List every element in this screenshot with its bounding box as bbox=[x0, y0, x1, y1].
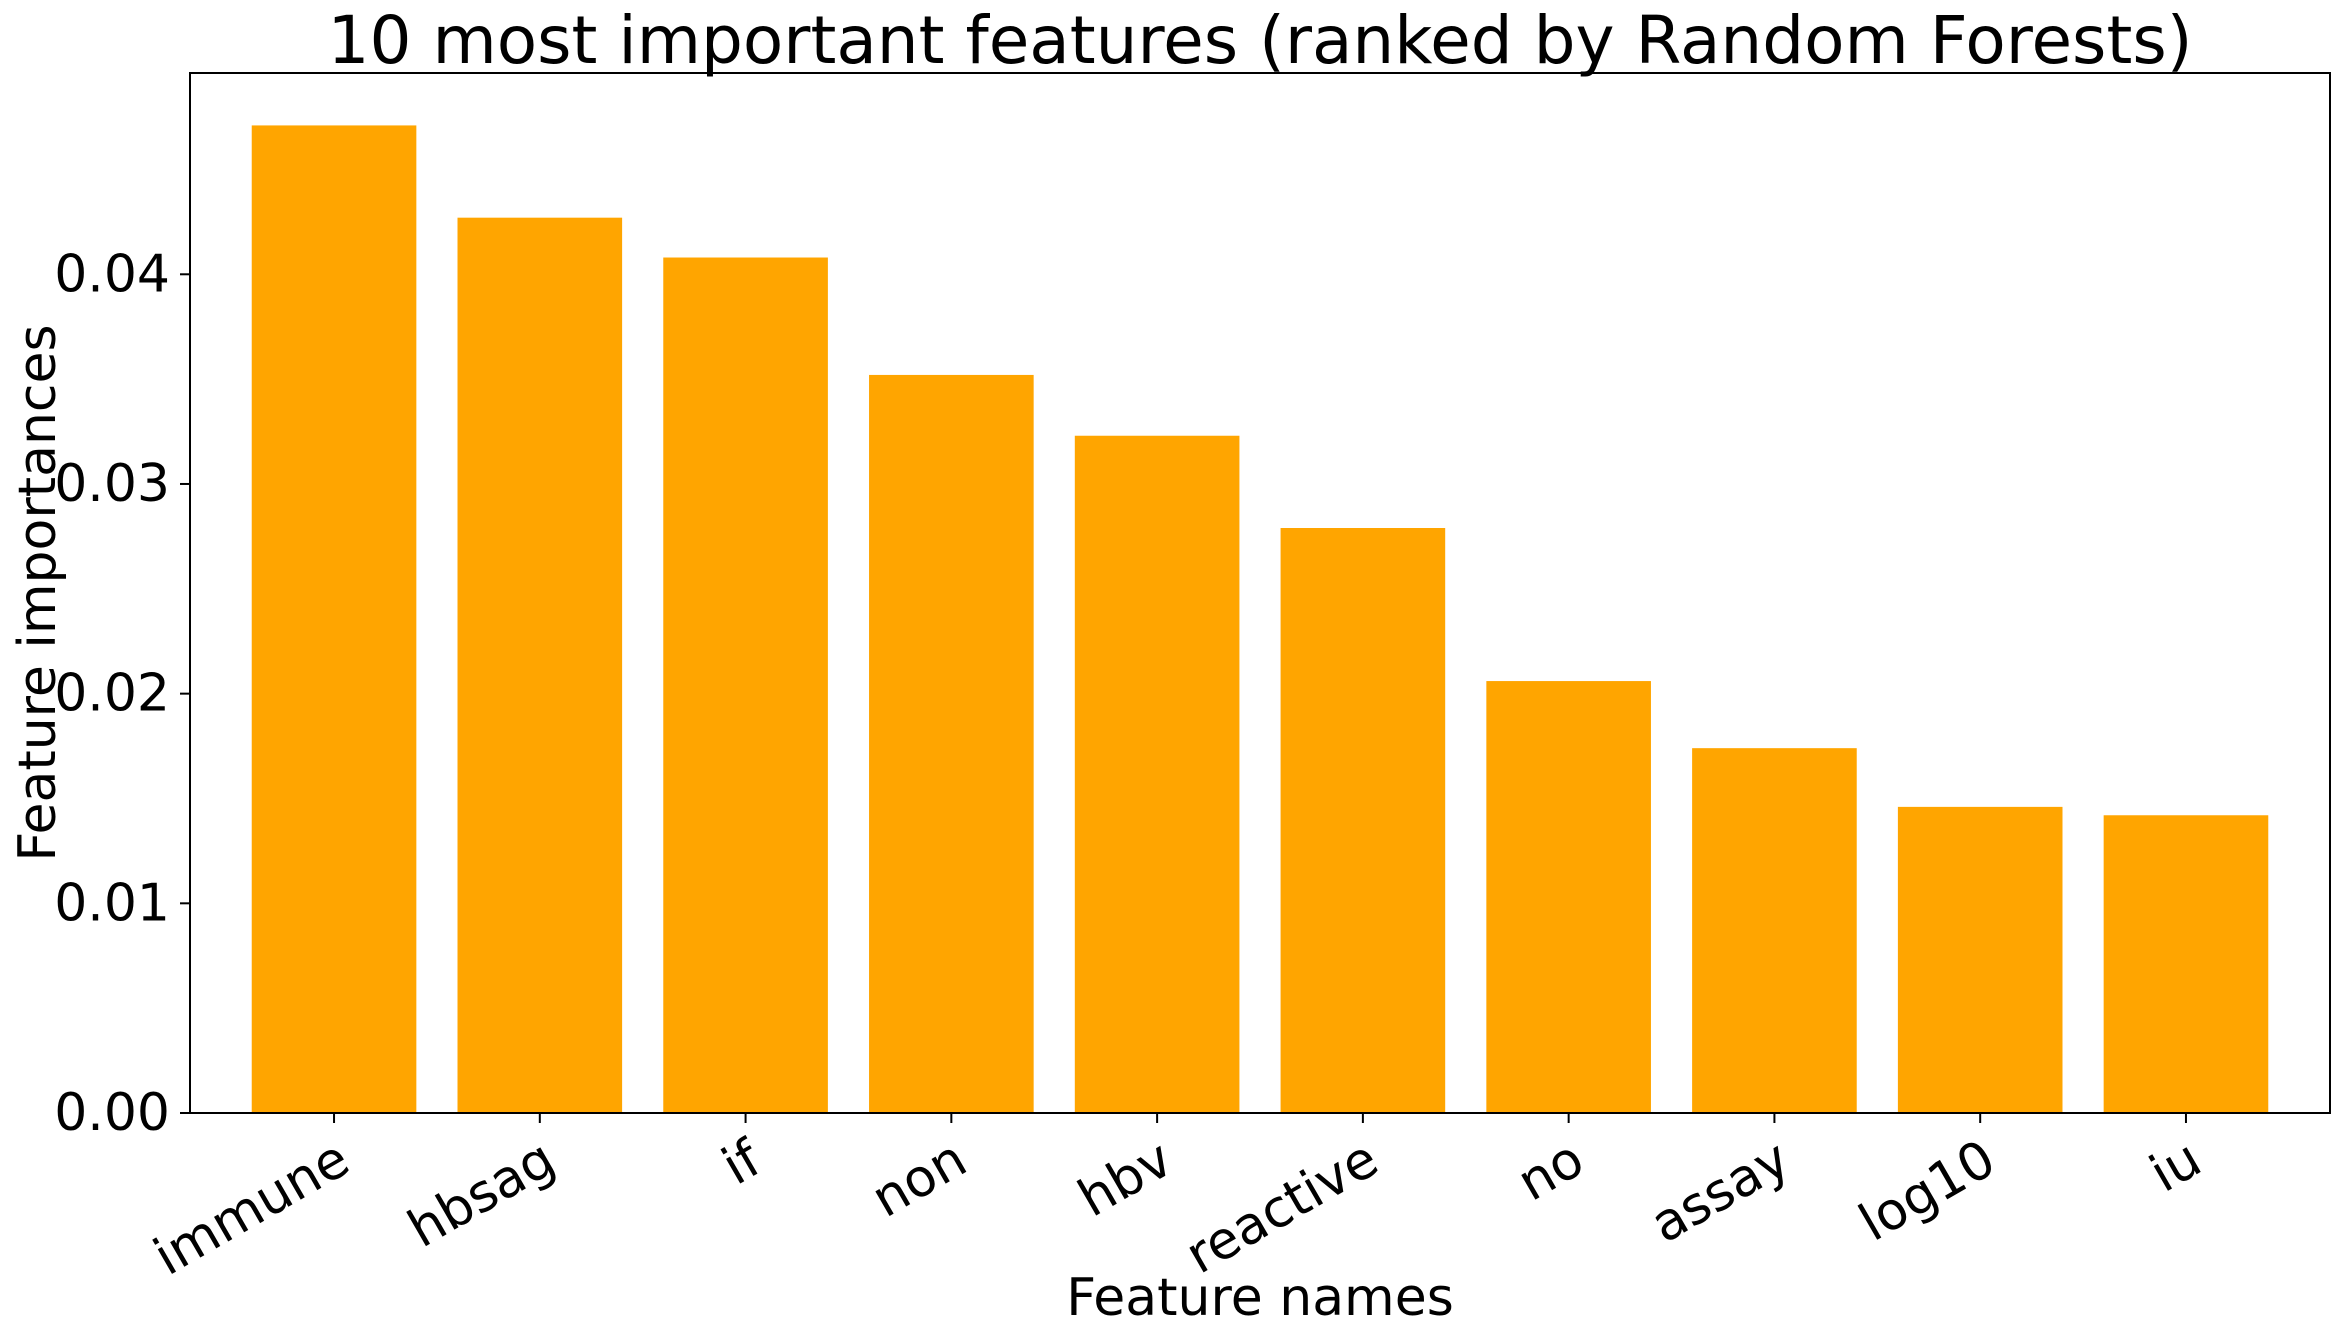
bars bbox=[251, 125, 2269, 1114]
x-tick-label: hbv bbox=[1069, 1129, 1183, 1229]
bar-hbsag bbox=[457, 217, 623, 1113]
x-axis-label: Feature names bbox=[1066, 1268, 1454, 1321]
x-tick-label: no bbox=[1508, 1129, 1594, 1213]
x-tick-label: log10 bbox=[1850, 1129, 2006, 1254]
y-tick-label: 0.02 bbox=[54, 664, 170, 724]
y-axis-label: Feature importances bbox=[8, 324, 68, 861]
x-tick-label: reactive bbox=[1176, 1129, 1388, 1286]
y-axis-ticks: 0.00 0.01 0.02 0.03 0.04 bbox=[54, 244, 190, 1143]
y-tick-label: 0.00 bbox=[54, 1083, 170, 1143]
bar-reactive bbox=[1280, 528, 1446, 1113]
x-tick-label: hbsag bbox=[398, 1129, 565, 1260]
bar-immune bbox=[251, 125, 417, 1113]
bar-iu bbox=[2103, 815, 2269, 1113]
chart-title: 10 most important features (ranked by Ra… bbox=[328, 2, 2193, 79]
y-tick-label: 0.03 bbox=[54, 454, 170, 514]
bar-no bbox=[1486, 681, 1651, 1113]
x-tick-label: immune bbox=[144, 1129, 359, 1288]
x-tick-label: assay bbox=[1641, 1129, 1800, 1255]
y-tick-label: 0.01 bbox=[54, 873, 170, 933]
bar-log10 bbox=[1897, 806, 2063, 1113]
x-tick-label: iu bbox=[2140, 1129, 2211, 1205]
x-tick-label: if bbox=[712, 1128, 772, 1197]
y-tick-label: 0.04 bbox=[54, 244, 170, 304]
bar-if bbox=[663, 257, 828, 1114]
plot-area-frame bbox=[189, 72, 2331, 1114]
bar-assay bbox=[1692, 748, 1857, 1113]
x-tick-label: non bbox=[862, 1129, 977, 1230]
bar-hbv bbox=[1074, 435, 1240, 1113]
bar-non bbox=[869, 374, 1034, 1113]
